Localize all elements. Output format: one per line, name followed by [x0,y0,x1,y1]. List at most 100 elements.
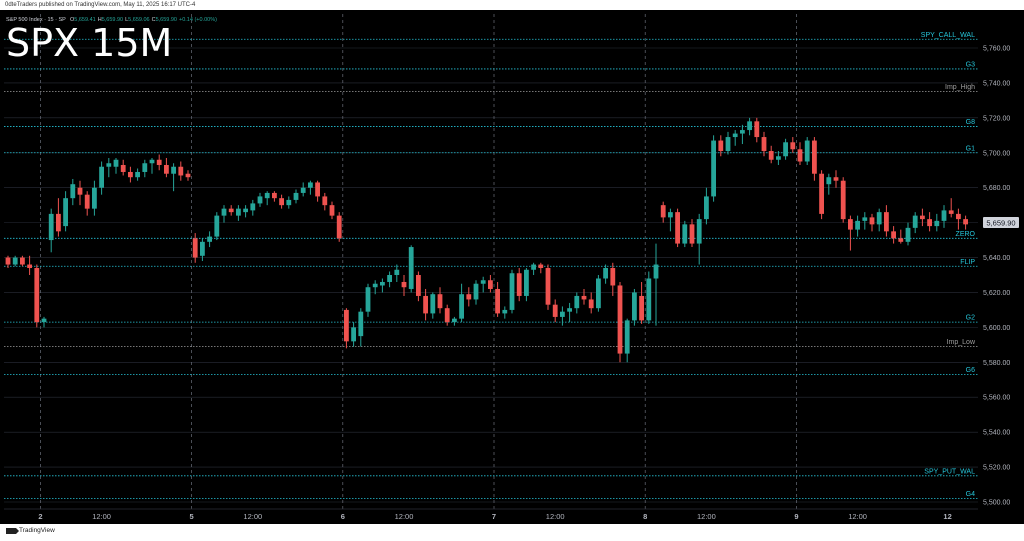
candle [581,288,587,305]
price-axis[interactable]: 5,500.00 5,520.00 5,540.00 5,560.00 5,580.00… [978,10,1024,524]
candle-body [696,219,702,244]
candle-body [711,140,716,197]
y-tick-label: 5,560.00 [983,395,1010,402]
candle-body [12,257,18,265]
candle [624,318,630,363]
time-axis[interactable]: 2 12:00 5 12:00 6 12:00 7 12:00 8 12:00 9 12:00 12 [4,508,978,521]
candle-body [682,224,688,244]
candle-body [34,268,40,323]
candle-body [56,213,61,232]
candle-body [963,219,968,225]
candle-body [689,224,695,244]
last-price-label: 5,659.90 [986,219,1015,228]
candle [92,180,97,216]
candle [286,196,292,209]
candle [336,212,342,242]
candle-body [819,173,824,214]
price-axis-bg [978,10,1024,524]
candle-body [214,215,220,237]
candle-body [236,208,241,216]
candle [272,191,277,202]
candle [617,281,623,363]
candle [408,245,414,293]
candle [264,191,270,206]
y-tick-label: 5,760.00 [983,46,1010,53]
candlestick-chart[interactable]: SPY_CALL_WAL G3 Imp_High G8 G1 ZERO FLIP G2 Imp_… [0,0,1024,524]
candle-body [77,187,83,195]
candle [632,288,637,326]
x-tick-label: 2 [38,512,42,521]
candle [776,151,781,165]
candle-body [516,273,522,296]
candle [840,177,846,223]
candle-body [776,156,781,160]
candle [372,280,378,295]
candle [704,187,709,225]
candle [862,212,868,230]
candle [538,262,544,274]
x-tick-label: 12:00 [697,512,716,521]
candle-body [891,231,896,239]
candle [603,264,608,284]
candle [948,198,954,218]
candle-body [948,210,954,214]
candle [207,231,212,248]
candle-body [898,238,904,242]
candle [545,264,551,310]
candle [214,212,220,241]
session-break-lines [40,14,797,509]
candle [646,271,652,324]
candle-body [452,318,457,323]
tradingview-logo[interactable]: TradingView [6,527,55,534]
x-tick-label: 12:00 [92,512,111,521]
candle [596,275,601,312]
candle [689,219,695,248]
legend-ohlc: O5,659.41 H5,659.90 L5,659.06 C5,659.90 +0.1… [70,17,217,23]
candle-body [876,212,882,225]
candle-body [185,173,191,178]
candle [905,222,911,246]
candle [192,233,198,263]
candle-body [941,210,947,221]
candle [41,316,47,328]
candle-body [761,137,767,152]
candle-body [416,275,421,296]
candle [185,170,191,181]
candle-body [430,294,436,314]
candle [516,268,522,302]
level-label-g3: G3 [966,61,975,68]
candle [63,191,68,232]
candle-body [70,184,76,199]
candle-body [300,187,306,193]
candle-body [200,241,205,256]
y-tick-label: 5,680.00 [983,185,1010,192]
candle-body [272,192,277,199]
candle [639,281,644,324]
candle-body [848,219,853,230]
candle-body [84,194,90,209]
candle [509,269,515,314]
candle [941,205,947,228]
y-tick-label: 5,740.00 [983,80,1010,87]
x-tick-label: 5 [190,512,194,521]
y-tick-label: 5,520.00 [983,465,1010,472]
candle-body [156,159,162,165]
candle [156,154,162,171]
candle [466,287,472,307]
candle [920,208,925,227]
candle [77,180,83,206]
x-tick-label: 8 [643,512,647,521]
legend-symbol: S&P 500 Index · 15 · SP [6,17,66,23]
candle [653,243,659,326]
level-label-g4: G4 [966,491,975,498]
candle [84,191,90,216]
candle [228,205,234,216]
candle [531,262,536,275]
candle [200,238,205,262]
candle [898,229,904,244]
candle [444,304,450,326]
candle [221,205,227,223]
candle [660,201,666,223]
candle-body [243,208,248,213]
candle [329,201,335,220]
